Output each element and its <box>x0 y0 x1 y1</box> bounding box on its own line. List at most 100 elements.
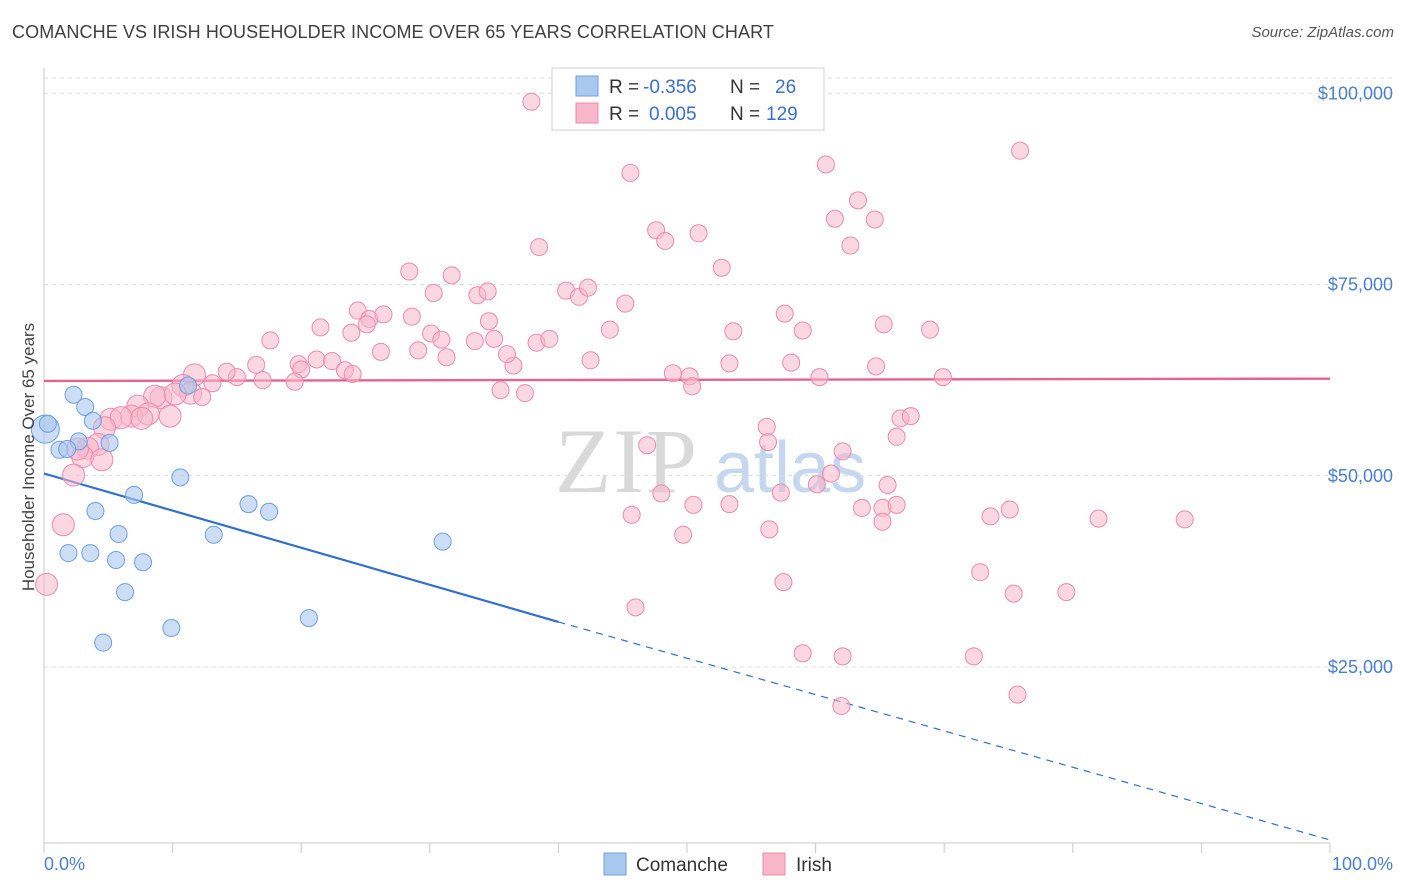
legend-n-value-comanche: 26 <box>775 77 796 98</box>
x-tick-label-max: 100.0% <box>1332 854 1393 874</box>
irish-point <box>311 318 330 337</box>
irish-point <box>442 266 461 285</box>
irish-point <box>933 368 952 387</box>
irish-point <box>833 647 852 666</box>
source-credit: Source: ZipAtlas.com <box>1251 24 1394 41</box>
y-tick-label: $75,000 <box>1328 275 1393 295</box>
irish-point <box>343 365 362 384</box>
irish-point <box>578 278 597 297</box>
irish-point <box>849 191 868 210</box>
comanche-point <box>94 633 113 652</box>
irish-point <box>689 224 708 243</box>
irish-point <box>323 352 342 371</box>
irish-point <box>841 236 860 255</box>
irish-point <box>816 155 835 174</box>
irish-point <box>479 312 498 331</box>
bottom-legend-swatch-comanche <box>603 852 627 876</box>
bottom-legend: Comanche Irish <box>603 852 832 876</box>
data-points <box>30 92 1194 716</box>
irish-point <box>424 283 443 302</box>
y-tick-labels: $25,000 $50,000 $75,000 $100,000 <box>1318 83 1393 677</box>
comanche-point <box>179 376 198 395</box>
irish-point <box>774 573 793 592</box>
comanche-point <box>86 501 105 520</box>
irish-point <box>684 495 703 514</box>
comanche-point <box>299 609 318 628</box>
comanche-point <box>116 583 135 602</box>
irish-point <box>825 209 844 228</box>
irish-point <box>807 475 826 494</box>
y-tick-label: $25,000 <box>1328 657 1393 677</box>
irish-point <box>887 427 906 446</box>
trend-line-comanche-extension <box>558 621 1331 841</box>
legend-r-value-irish: 0.005 <box>649 104 697 125</box>
irish-point <box>873 512 892 531</box>
irish-point <box>683 377 702 396</box>
irish-point <box>485 329 504 348</box>
comanche-point <box>239 495 258 514</box>
irish-point <box>374 305 393 324</box>
irish-point <box>203 374 222 393</box>
irish-point <box>887 495 906 514</box>
irish-point <box>712 258 731 277</box>
irish-point <box>964 647 983 666</box>
comanche-point <box>59 544 78 563</box>
irish-point <box>652 484 671 503</box>
irish-point <box>663 364 682 383</box>
irish-point <box>832 697 851 716</box>
legend-n-label-comanche: N = <box>730 77 760 98</box>
comanche-point <box>171 468 190 487</box>
irish-point <box>724 322 743 341</box>
y-tick-label: $100,000 <box>1318 83 1393 103</box>
irish-point <box>1057 583 1076 602</box>
comanche-point <box>81 544 100 563</box>
irish-point <box>90 448 114 472</box>
chart-title: COMANCHE VS IRISH HOUSEHOLDER INCOME OVE… <box>12 22 774 42</box>
comanche-point <box>109 524 128 543</box>
irish-point <box>540 329 559 348</box>
irish-point <box>775 304 794 323</box>
irish-point <box>782 353 801 372</box>
irish-point <box>465 332 484 351</box>
irish-point <box>793 321 812 340</box>
comanche-point <box>83 411 102 430</box>
irish-point <box>971 563 990 582</box>
irish-point <box>478 282 497 301</box>
irish-point <box>656 231 675 250</box>
irish-point <box>158 404 182 428</box>
irish-point <box>253 371 272 390</box>
irish-point <box>1011 141 1030 160</box>
legend-n-value-irish: 129 <box>766 104 798 125</box>
irish-point <box>760 520 779 539</box>
irish-point <box>51 513 75 537</box>
comanche-point <box>38 414 57 433</box>
irish-point <box>497 345 516 364</box>
irish-point <box>402 307 421 326</box>
irish-point <box>400 262 419 281</box>
y-tick-label: $50,000 <box>1328 466 1393 486</box>
irish-point <box>371 342 390 361</box>
comanche-point <box>107 550 126 569</box>
x-tick-label-min: 0.0% <box>44 854 85 874</box>
irish-point <box>285 372 304 391</box>
legend-r-value-comanche: -0.356 <box>643 77 697 98</box>
irish-point <box>759 433 778 452</box>
irish-point <box>600 320 619 339</box>
irish-point <box>342 323 361 342</box>
comanche-point <box>125 485 144 504</box>
comanche-point <box>162 619 181 638</box>
irish-point <box>217 362 236 381</box>
irish-point <box>193 388 212 407</box>
irish-point <box>720 354 739 373</box>
irish-point <box>874 315 893 334</box>
irish-point <box>865 210 884 229</box>
irish-point <box>867 357 886 376</box>
irish-point <box>357 315 376 334</box>
comanche-point <box>76 397 95 416</box>
legend-r-label-irish: R = <box>609 104 639 125</box>
irish-point <box>35 572 59 596</box>
irish-point <box>852 498 871 517</box>
legend: R = -0.356 N = 26 R = 0.005 N = 129 <box>551 67 825 131</box>
watermark-atlas: atlas <box>714 428 866 508</box>
